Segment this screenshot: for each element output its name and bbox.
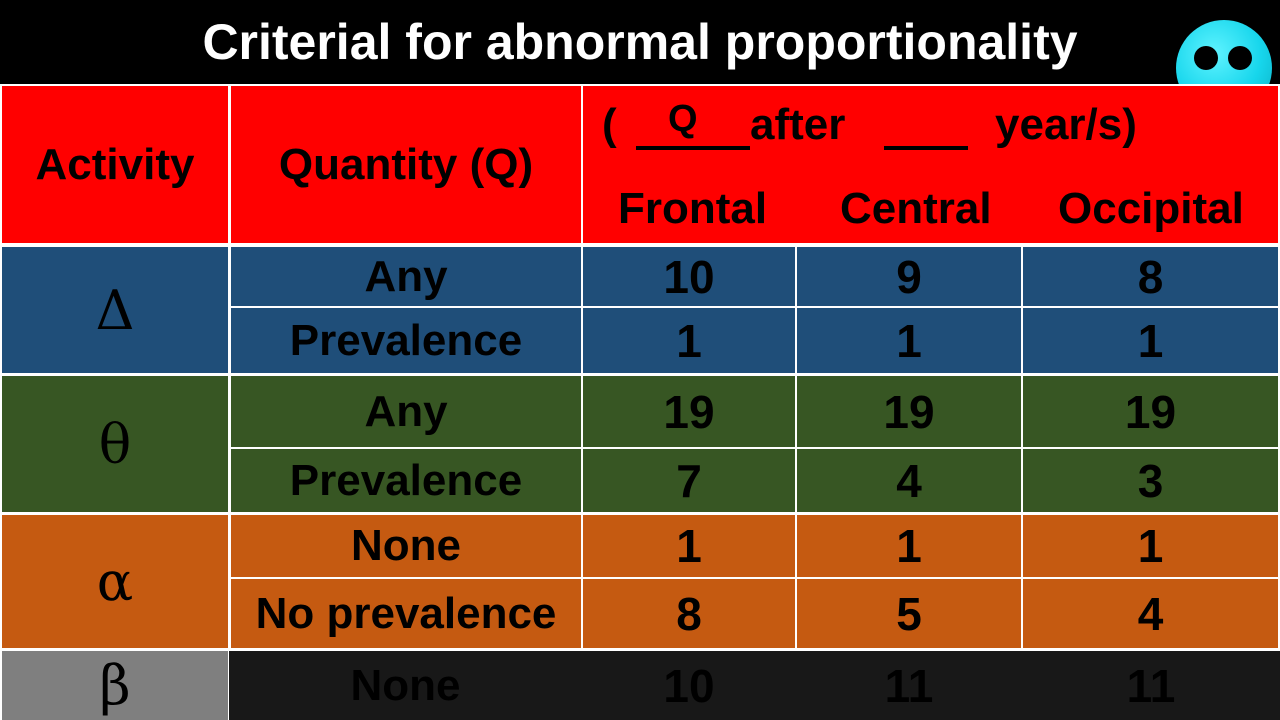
- activity-theta: θ: [2, 376, 228, 512]
- value-cell: 8: [583, 579, 795, 648]
- quantity-cell: Any: [231, 376, 581, 447]
- value-cell: 1: [797, 515, 1021, 577]
- header-formula-block: [583, 86, 1278, 243]
- value-cell: 1: [797, 308, 1021, 373]
- region-occipital: Occipital: [1058, 184, 1244, 233]
- activity-alpha: α: [2, 515, 228, 648]
- quantity-cell: Prevalence: [231, 449, 581, 512]
- header-quantity: Quantity (Q): [231, 86, 581, 243]
- formula-blank-2: [884, 146, 968, 150]
- formula-open-paren: (: [602, 100, 617, 149]
- value-cell: 7: [583, 449, 795, 512]
- formula-after: after: [750, 100, 846, 149]
- value-cell: 19: [1023, 376, 1278, 447]
- formula-blank-1: [636, 146, 750, 150]
- value-cell: 1: [583, 308, 795, 373]
- quantity-cell: None: [229, 651, 582, 720]
- formula-years: year/s): [995, 100, 1137, 149]
- eye-icon: [1194, 46, 1218, 70]
- eye-icon: [1228, 46, 1252, 70]
- formula-q-label: Q: [668, 98, 698, 140]
- quantity-cell: Prevalence: [231, 308, 581, 373]
- region-frontal: Frontal: [618, 184, 768, 233]
- value-cell: 5: [797, 579, 1021, 648]
- value-cell: 4: [797, 449, 1021, 512]
- value-cell: 1: [1023, 515, 1278, 577]
- value-cell: 1: [583, 515, 795, 577]
- value-cell: 19: [583, 376, 795, 447]
- value-cell: 3: [1023, 449, 1278, 512]
- quantity-cell: No prevalence: [231, 579, 581, 648]
- header-activity: Activity: [2, 86, 228, 243]
- activity-delta: Δ: [2, 247, 228, 373]
- value-cell: 4: [1023, 579, 1278, 648]
- value-cell: 1: [1023, 308, 1278, 373]
- value-cell: 11: [796, 651, 1022, 720]
- value-cell: 9: [797, 247, 1021, 306]
- quantity-cell: Any: [231, 247, 581, 306]
- value-cell: 11: [1022, 651, 1280, 720]
- value-cell: 10: [583, 247, 795, 306]
- quantity-cell: None: [231, 515, 581, 577]
- page-title: Criterial for abnormal proportionality: [0, 0, 1280, 84]
- value-cell: 8: [1023, 247, 1278, 306]
- activity-beta: β: [2, 651, 228, 720]
- value-cell: 10: [582, 651, 796, 720]
- region-central: Central: [840, 184, 992, 233]
- value-cell: 19: [797, 376, 1021, 447]
